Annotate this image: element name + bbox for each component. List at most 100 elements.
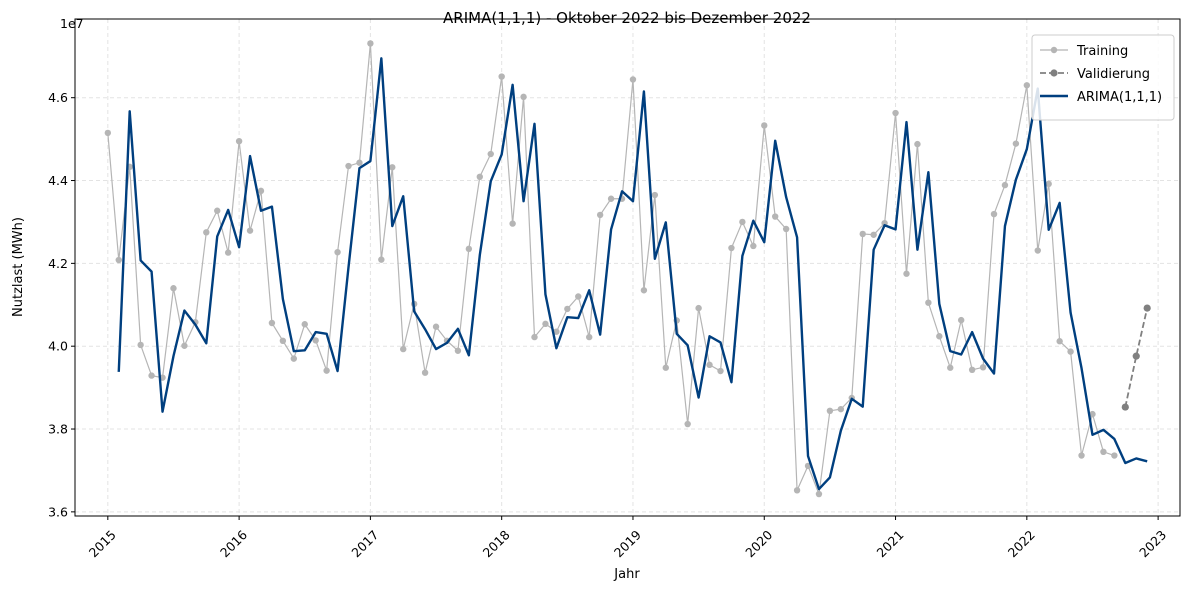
data-point-training [793, 487, 801, 494]
data-point-training [990, 210, 998, 218]
data-point-training [903, 270, 910, 277]
legend-training-label: Training [1076, 44, 1128, 59]
data-point-training [334, 248, 341, 256]
series-line-arima-1-1-1 [117, 57, 1148, 491]
series-line-validierung [1124, 307, 1149, 408]
grid [75, 19, 1180, 516]
data-point-training [1089, 410, 1096, 418]
data-point-training [859, 230, 866, 238]
data-point-training [936, 333, 943, 340]
data-point-training [717, 367, 724, 375]
data-point-training [1056, 338, 1063, 345]
data-point-training [148, 372, 155, 379]
data-point-training [345, 162, 352, 170]
data-point-training [596, 211, 604, 219]
data-point-training [520, 93, 527, 101]
data-point-training [432, 323, 440, 330]
data-point-training [575, 293, 582, 300]
data-point-training [356, 159, 363, 166]
legend: Training Validierung ARIMA(1,1,1) [1031, 34, 1175, 121]
legend-box [1031, 34, 1175, 121]
data-point-training [181, 342, 188, 349]
data-point-training [487, 150, 494, 158]
data-point-training [739, 218, 746, 226]
chart-title: ARIMA(1,1,1) - Oktober 2022 bis Dezember… [443, 9, 811, 27]
data-point-training [498, 73, 505, 80]
data-point-training [1100, 448, 1107, 455]
data-point-training [782, 225, 790, 233]
data-point-training [968, 366, 976, 373]
data-point-training [1012, 140, 1020, 147]
data-point-validierung [1143, 304, 1151, 312]
data-point-training [137, 341, 144, 349]
data-point-training [1023, 82, 1031, 89]
data-point-training [761, 122, 768, 129]
data-point-training [957, 316, 965, 324]
data-point-training [914, 140, 921, 148]
data-point-training [301, 321, 308, 328]
data-point-training [224, 249, 232, 256]
data-point-training [389, 164, 396, 171]
data-point-validierung [1132, 352, 1140, 360]
y-axis-label: Nutzlast (MWh) [11, 217, 26, 317]
data-point-training [1067, 348, 1074, 355]
data-point-training [246, 227, 254, 234]
data-point-training [542, 320, 549, 328]
y-offset-label: 1e7 [60, 16, 84, 31]
data-point-training [465, 245, 473, 253]
legend-arima-label: ARIMA(1,1,1) [1077, 90, 1162, 105]
data-point-training [815, 490, 823, 498]
data-point-training [837, 405, 845, 413]
data-point-training [750, 242, 757, 250]
legend-training-marker [1050, 46, 1058, 54]
data-point-training [1001, 181, 1009, 189]
data-point-training [312, 337, 319, 344]
data-point-training [979, 364, 987, 371]
data-point-training [607, 195, 615, 202]
series-layer [104, 40, 1151, 498]
data-point-training [629, 76, 637, 83]
legend-validierung-marker [1050, 69, 1058, 77]
data-point-training [1111, 452, 1118, 459]
data-point-training [257, 187, 265, 195]
data-point-training [892, 109, 899, 117]
data-point-training [170, 285, 177, 292]
y-tick-label: 4.6 [48, 90, 68, 105]
data-point-training [947, 364, 954, 371]
data-point-training [695, 304, 702, 312]
data-point-training [564, 305, 571, 313]
y-tick-label: 4.0 [48, 339, 68, 354]
data-point-training [115, 256, 122, 264]
y-tick-label: 4.4 [48, 173, 68, 188]
data-point-training [870, 231, 877, 238]
data-point-training [214, 207, 221, 214]
data-point-training [531, 333, 538, 341]
data-point-training [772, 213, 779, 220]
data-point-training [268, 319, 276, 327]
data-point-training [290, 355, 298, 362]
x-axis-label: Jahr [613, 567, 640, 582]
data-point-training [651, 191, 659, 199]
data-point-training [421, 369, 429, 376]
data-point-training [1034, 247, 1041, 254]
data-point-training [104, 129, 112, 137]
y-tick-label: 3.6 [48, 504, 68, 519]
data-point-training [728, 244, 735, 252]
data-point-validierung [1121, 403, 1129, 411]
data-point-training [367, 40, 374, 47]
data-point-training [509, 220, 516, 227]
data-point-training [684, 420, 691, 428]
y-tick-label: 4.2 [48, 256, 68, 271]
data-point-training [1078, 452, 1085, 459]
data-point-training [553, 328, 560, 335]
plot-frame [74, 18, 1181, 517]
data-point-training [454, 347, 462, 354]
data-point-training [235, 137, 243, 145]
data-point-training [706, 361, 713, 369]
data-point-training [1045, 180, 1052, 188]
y-tick-label: 3.8 [48, 422, 68, 437]
data-point-training [640, 287, 648, 294]
data-point-training [662, 364, 669, 371]
